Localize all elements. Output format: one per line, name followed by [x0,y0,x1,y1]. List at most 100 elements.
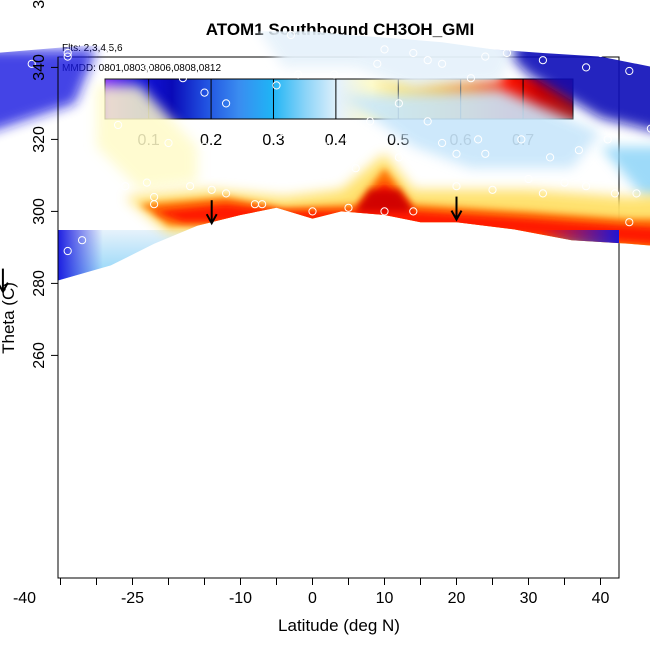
data-point [625,48,634,58]
data-point [394,153,403,162]
data-point [178,74,187,83]
data-point [308,207,317,216]
data-point [481,149,490,158]
data-point [272,210,281,220]
data-point [34,232,44,241]
data-point [452,149,461,158]
data-point [567,45,576,54]
data-point [366,117,375,126]
arrow-head [0,282,9,294]
data-point [63,246,72,256]
data-point [186,182,195,191]
data-point [574,146,584,155]
data-point [538,56,548,65]
data-point [380,207,389,216]
data-point [106,45,116,54]
arrow-marker [450,196,463,222]
data-point [250,120,259,130]
x-tick-label: 40 [592,590,610,607]
data-point [502,48,511,58]
data-point [258,200,267,209]
data-point [351,164,360,173]
data-point [286,30,295,40]
data-point [423,117,432,126]
data-point [20,192,29,202]
data-point [222,189,231,198]
data-point [20,218,29,227]
data-point [272,81,281,90]
data-point [142,63,151,72]
data-point [78,236,87,245]
region-pale-mid [341,89,601,169]
data-point [488,185,497,194]
data-point [150,200,159,209]
data-point [121,182,130,191]
data-point [63,52,72,61]
data-point [423,56,432,65]
data-point [294,70,303,79]
data-point [279,128,288,137]
data-point [474,135,483,144]
data-point [63,48,72,58]
data-point [481,52,490,61]
data-point [200,142,209,151]
flights-note: Flts: 2,3,4,5,6 [62,43,123,54]
region-low-lat-dark [0,49,97,147]
y-axis-label: Theta (C) [0,282,18,354]
region-warm-peak [355,189,414,212]
x-tick-label: -25 [121,590,144,607]
field-background [58,230,619,345]
data-point [27,236,36,245]
data-point [596,48,605,58]
colorbar-tick-label: 0.2 [200,132,222,149]
data-point [49,243,58,252]
data-point [222,99,231,108]
data-point [70,207,80,216]
data-point [200,88,209,97]
x-axis-label: Latitude (deg N) [278,616,400,635]
data-point [438,59,447,68]
data-point [34,182,44,191]
data-point [582,182,591,191]
data-point [625,218,634,227]
y-tick-label: 320 [31,126,48,153]
data-point [135,38,144,47]
data-point [546,153,555,162]
y-tick-label: 300 [31,198,48,225]
data-point [142,178,151,187]
data-point [92,192,101,202]
data-point [286,160,295,169]
x-tick-label: -10 [229,590,252,607]
data-point [27,59,36,68]
data-point [466,74,475,83]
data-point [236,153,245,162]
data-point [524,38,533,47]
data-point [308,149,317,158]
data-point [114,120,123,130]
data-point [6,207,15,216]
x-tick-label: 30 [520,590,538,607]
y-tick-label: 340 [31,54,48,81]
data-point [646,124,650,133]
data-point [610,189,620,198]
y-axis: 260280300320340360380400 [31,0,59,578]
data-point [409,207,418,216]
arrow-marker [205,200,218,226]
data-point [322,142,331,151]
data-point [517,135,526,144]
colorbar-tick-label: 0.3 [262,132,284,149]
y-tick-label: 280 [31,270,48,297]
colorbar-tick-label: 0.4 [325,132,347,149]
data-point [582,63,591,72]
data-point [603,135,612,144]
arrow-marker [0,268,9,294]
data-point [524,174,533,184]
x-tick-label: 20 [448,590,466,607]
field-edge-shade [58,230,619,345]
data-point [92,167,101,176]
x-axis: -70-55-40-25-1001020304050607080 [13,577,619,607]
data-point [394,99,403,108]
data-point [452,182,461,191]
data-point [560,178,569,187]
arrow-head [205,213,218,226]
